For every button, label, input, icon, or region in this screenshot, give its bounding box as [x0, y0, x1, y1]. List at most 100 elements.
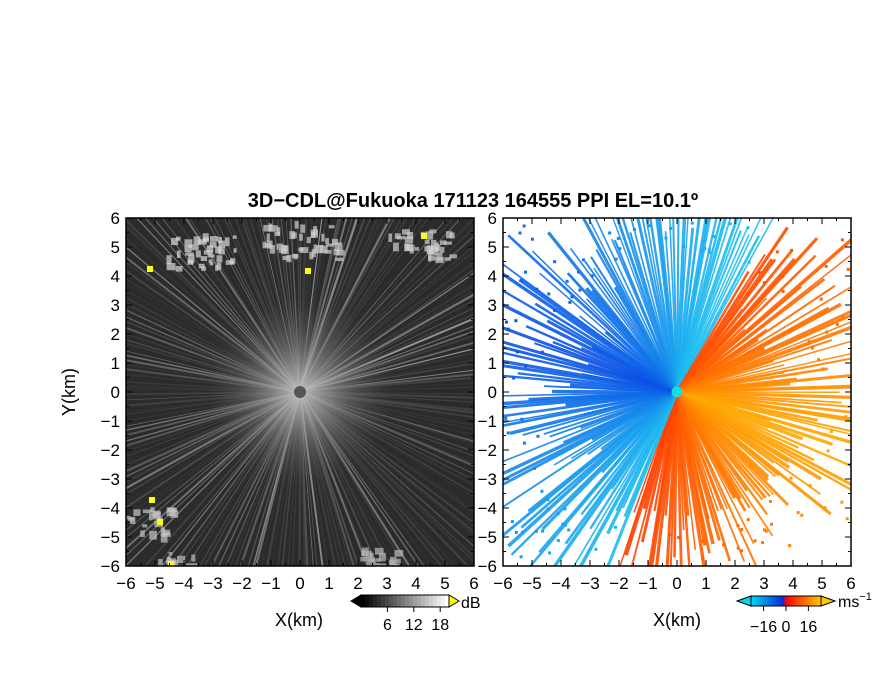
intensity-echo-cell	[264, 243, 271, 248]
x-tick-label: 3	[382, 574, 391, 593]
intensity-echo-cell	[313, 244, 317, 254]
intensity-echo-cell	[393, 563, 400, 566]
intensity-echo-patches	[117, 221, 457, 572]
velocity-speckle	[840, 238, 844, 242]
colorbar-cell	[397, 595, 401, 607]
intensity-echo-cell	[218, 248, 225, 255]
velocity-ray	[676, 230, 742, 393]
intensity-echo-cell	[435, 257, 444, 264]
x-tick-label: −5	[522, 574, 541, 593]
colorbar-tick-label: 16	[800, 619, 818, 636]
intensity-echo-cell	[323, 249, 332, 254]
x-tick-label: −2	[609, 574, 628, 593]
velocity-ray	[676, 353, 851, 393]
intensity-echo-cell	[281, 245, 289, 255]
saturated-echo-cell	[157, 519, 163, 525]
velocity-speckle	[841, 315, 845, 319]
velocity-speckle	[522, 441, 526, 445]
velocity-ray	[676, 391, 755, 545]
x-tick-label: −1	[261, 574, 280, 593]
velocity-speckle	[807, 340, 811, 344]
intensity-echo-cell	[424, 240, 430, 245]
intensity-echo-cell	[266, 233, 270, 242]
colorbar-cell	[413, 595, 417, 607]
colorbar-cell	[445, 595, 449, 607]
velocity-speckle	[512, 376, 516, 380]
intensity-echo-cell	[276, 227, 281, 236]
y-tick-label: 5	[488, 238, 497, 257]
colorbar-cell	[421, 595, 425, 607]
velocity-speckle	[746, 226, 750, 230]
intensity-echo-cell	[299, 233, 303, 241]
velocity-speckle	[664, 236, 668, 240]
velocity-speckle	[564, 523, 567, 527]
y-tick-label: −4	[478, 499, 497, 518]
intensity-y-axis-label: Y(km)	[59, 368, 79, 416]
colorbar-cell	[401, 595, 405, 607]
intensity-echo-cell	[193, 236, 201, 245]
velocity-speckle	[669, 226, 673, 230]
intensity-echo-cell	[162, 532, 171, 537]
intensity-echo-cell	[197, 239, 207, 245]
velocity-speckle	[808, 484, 812, 488]
velocity-speckle	[514, 530, 518, 534]
velocity-speckle	[758, 271, 762, 275]
y-tick-label: 1	[488, 354, 497, 373]
velocity-speckle	[707, 248, 711, 252]
velocity-ray	[676, 286, 851, 393]
velocity-ray	[676, 390, 851, 414]
intensity-echo-cell	[393, 242, 399, 252]
colorbar-tick-label: 6	[383, 617, 392, 634]
velocity-speckle	[703, 247, 707, 251]
intensity-echo-cell	[298, 247, 304, 252]
intensity-echo-cell	[117, 519, 124, 524]
velocity-speckle	[618, 247, 622, 251]
x-tick-label: 1	[324, 574, 333, 593]
intensity-echo-cell	[200, 256, 208, 261]
colorbar-cell	[373, 595, 377, 607]
velocity-speckle	[534, 529, 538, 533]
velocity-speckle	[568, 300, 572, 304]
intensity-echo-cell	[176, 250, 181, 258]
x-tick-label: 6	[846, 574, 855, 593]
velocity-speckle	[540, 350, 544, 354]
colorbar-cell	[425, 595, 429, 607]
colorbar-cell	[369, 595, 373, 607]
saturated-echo-cell	[305, 268, 311, 274]
intensity-echo-cell	[440, 240, 447, 245]
colorbar-cell	[377, 595, 381, 607]
intensity-echo-cell	[142, 509, 152, 513]
intensity-echo-cell	[294, 221, 299, 229]
velocity-speckle	[790, 248, 794, 252]
intensity-echo-cell	[424, 246, 428, 252]
intensity-echo-cell	[175, 266, 183, 272]
intensity-echo-cell	[184, 246, 192, 253]
x-tick-label: 4	[788, 574, 797, 593]
intensity-echo-cell	[406, 244, 415, 251]
colorbar-cell	[393, 595, 397, 607]
intensity-echo-cell	[140, 530, 145, 537]
x-tick-label: 6	[469, 574, 478, 593]
intensity-echo-cell	[334, 242, 343, 251]
intensity-echo-cell	[428, 255, 436, 261]
intensity-echo-cell	[289, 231, 295, 240]
intensity-axes: −6 −5 −4 −3 −2 −1 0 1 2 3 4 5 6 6 5 4 3 2 1 0 −1 −2 −3 −4 −5 −6	[101, 209, 479, 593]
velocity-panel: −6 −5 −4 −3 −2 −1 0 1 2 3 4 5 6 6 5 4 3 2 1 0 −1 −2 −3 −4 −5 −6 X…	[478, 209, 856, 630]
intensity-echo-cell	[428, 253, 432, 262]
velocity-speckle	[823, 506, 827, 510]
intensity-echo-cell	[368, 557, 376, 562]
colorbar-cell	[385, 595, 389, 607]
y-tick-label: −4	[101, 499, 120, 518]
x-tick-label: −4	[551, 574, 570, 593]
intensity-echo-cell	[191, 567, 196, 572]
velocity-speckle	[769, 500, 772, 503]
x-tick-label: 3	[759, 574, 768, 593]
velocity-speckle	[521, 530, 525, 534]
x-tick-label: 5	[440, 574, 449, 593]
velocity-speckle	[578, 288, 582, 292]
intensity-echo-cell	[395, 558, 401, 564]
velocity-ray	[578, 391, 679, 566]
intensity-echo-cell	[198, 263, 205, 269]
